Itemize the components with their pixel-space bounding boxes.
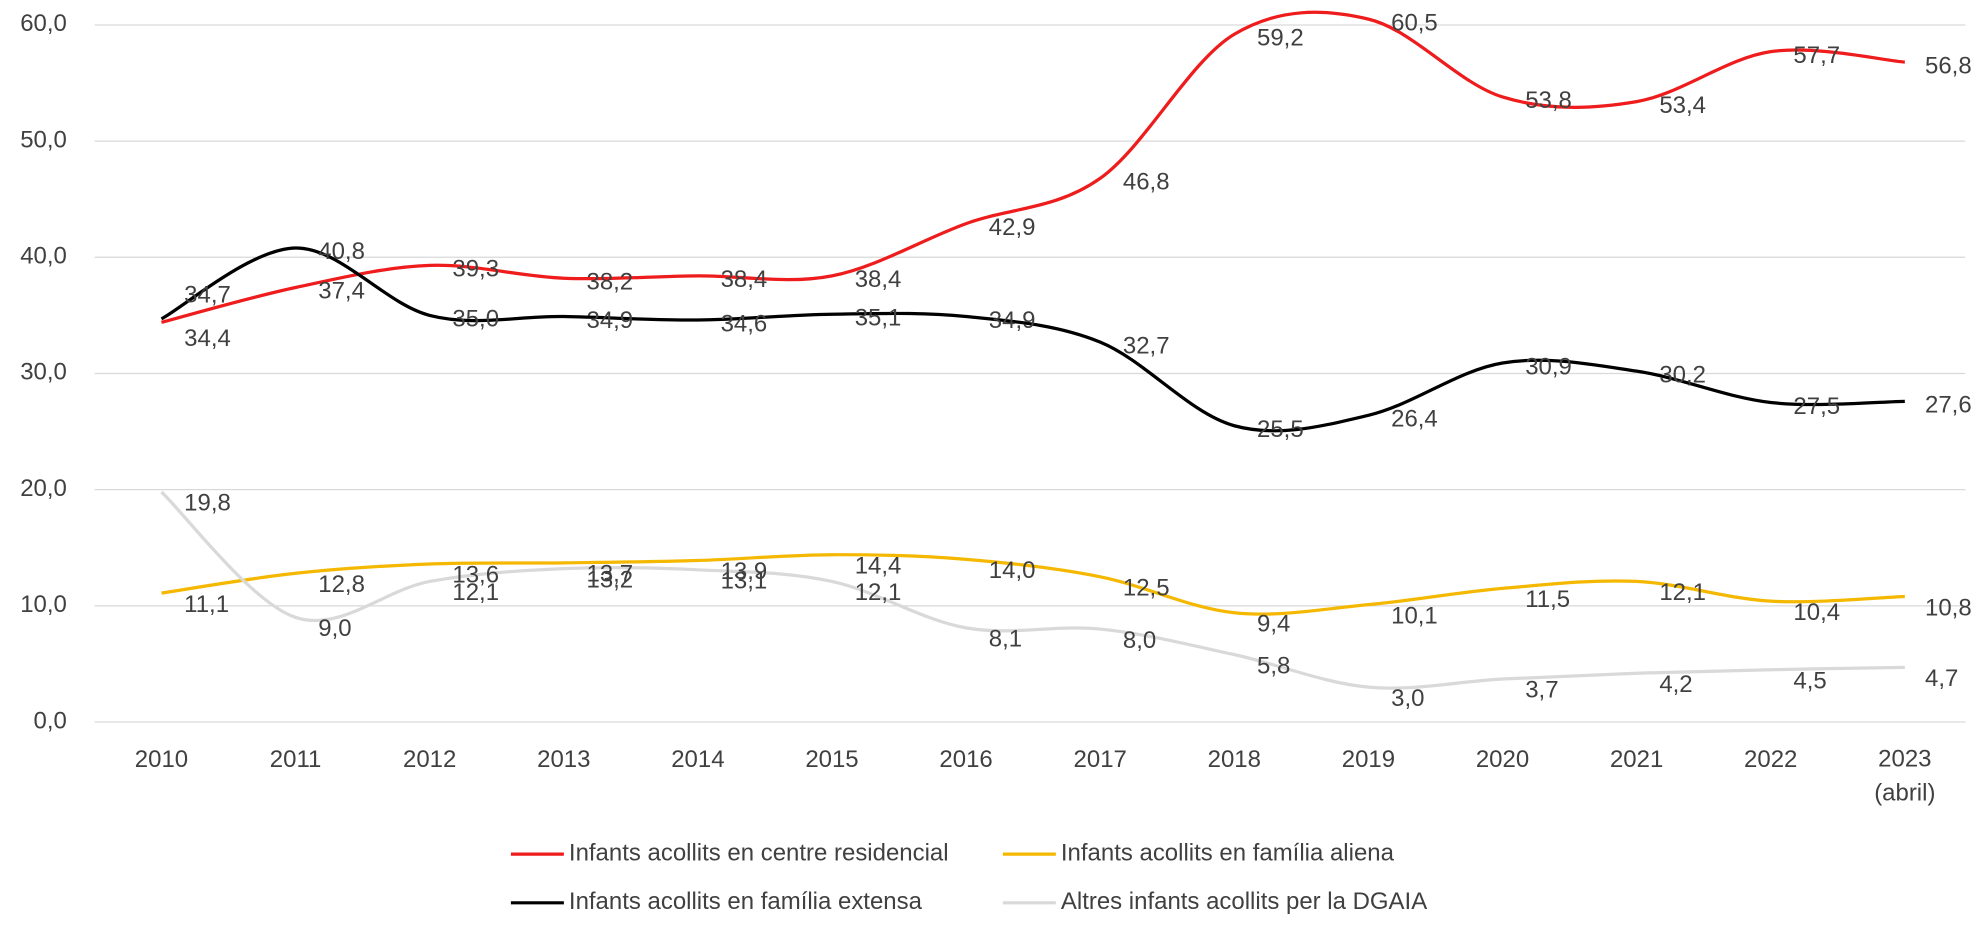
x-tick-label: 2015 (805, 746, 858, 773)
x-tick-label: 2018 (1208, 746, 1261, 773)
y-tick-label: 20,0 (20, 475, 67, 502)
data-label: 12,8 (318, 571, 365, 598)
data-label: 13,7 (586, 561, 633, 588)
data-label: 8,0 (1123, 627, 1156, 654)
data-label: 12,1 (855, 579, 902, 606)
y-tick-label: 40,0 (20, 243, 67, 270)
data-label: 60,5 (1391, 10, 1438, 37)
y-tick-label: 30,0 (20, 359, 67, 386)
data-label: 4,2 (1659, 671, 1692, 698)
x-tick-label: 2011 (270, 746, 322, 773)
data-label: 34,6 (721, 310, 768, 337)
legend-label: Infants acollits en centre residencial (569, 840, 949, 867)
data-label: 5,8 (1257, 652, 1290, 679)
data-label: 14,4 (855, 553, 902, 580)
series-line (161, 10, 1905, 324)
x-tick-label: 2020 (1476, 746, 1529, 773)
data-label: 30,9 (1525, 353, 1572, 380)
data-label: 42,9 (989, 214, 1036, 241)
y-tick-label: 50,0 (20, 126, 67, 153)
data-label: 38,4 (855, 266, 902, 293)
y-tick-label: 10,0 (20, 591, 67, 618)
data-label: 35,0 (452, 306, 499, 333)
data-label: 53,8 (1525, 87, 1572, 114)
data-label: 37,4 (318, 278, 365, 305)
data-label: 10,4 (1793, 599, 1840, 626)
x-tick-label: 2023 (abril) (1874, 746, 1935, 807)
data-label: 34,4 (184, 325, 231, 352)
data-label: 25,5 (1257, 416, 1304, 443)
data-label: 9,4 (1257, 611, 1290, 638)
data-label: 4,7 (1925, 665, 1958, 692)
data-label: 11,5 (1525, 586, 1570, 613)
data-label: 27,6 (1925, 392, 1972, 419)
x-tick-label: 2016 (939, 746, 992, 773)
x-tick-label: 2017 (1074, 746, 1127, 773)
y-tick-label: 60,0 (20, 10, 67, 37)
y-tick-label: 0,0 (34, 707, 67, 734)
x-tick-label: 2014 (671, 746, 724, 773)
data-label: 59,2 (1257, 25, 1304, 52)
data-label: 12,5 (1123, 575, 1170, 602)
data-label: 11,1 (184, 591, 229, 618)
data-label: 34,9 (989, 307, 1036, 334)
data-label: 26,4 (1391, 406, 1438, 433)
data-label: 13,2 (586, 566, 633, 593)
x-tick-label: 2012 (403, 746, 456, 773)
data-label: 38,2 (586, 269, 633, 296)
data-label: 10,8 (1925, 594, 1972, 621)
data-label: 34,7 (184, 282, 231, 309)
data-label: 3,0 (1391, 685, 1424, 712)
data-label: 12,1 (452, 579, 499, 606)
data-label: 8,1 (989, 626, 1022, 653)
x-tick-label: 2010 (135, 746, 188, 773)
legend-label: Infants acollits en família aliena (1061, 840, 1395, 867)
data-label: 57,7 (1793, 42, 1840, 69)
data-label: 35,1 (855, 305, 902, 332)
data-label: 32,7 (1123, 332, 1170, 359)
data-label: 46,8 (1123, 169, 1170, 196)
data-label: 34,9 (586, 307, 633, 334)
data-label: 10,1 (1391, 603, 1438, 630)
data-label: 40,8 (318, 238, 365, 265)
series-line (160, 246, 1905, 433)
data-label: 27,5 (1793, 393, 1840, 420)
data-label: 53,4 (1659, 92, 1706, 119)
data-label: 13,1 (721, 568, 768, 595)
legend-label: Infants acollits en família extensa (569, 888, 923, 915)
x-tick-label: 2013 (537, 746, 590, 773)
data-label: 4,5 (1793, 668, 1826, 695)
data-label: 13,9 (721, 558, 768, 585)
data-label: 14,0 (989, 557, 1036, 584)
x-tick-label: 2022 (1744, 746, 1797, 773)
data-label: 39,3 (452, 256, 499, 283)
series-line (161, 553, 1905, 616)
x-tick-label: 2021 (1610, 746, 1663, 773)
data-label: 12,1 (1659, 579, 1706, 606)
series-line (160, 490, 1905, 690)
data-label: 9,0 (318, 615, 351, 642)
data-label: 56,8 (1925, 52, 1972, 79)
x-tick-label: 2019 (1342, 746, 1395, 773)
data-label: 30,2 (1659, 362, 1706, 389)
data-label: 38,4 (721, 266, 768, 293)
data-label: 3,7 (1525, 677, 1558, 704)
data-label: 13,6 (452, 562, 499, 589)
legend-label: Altres infants acollits per la DGAIA (1061, 888, 1427, 915)
data-label: 19,8 (184, 490, 231, 517)
